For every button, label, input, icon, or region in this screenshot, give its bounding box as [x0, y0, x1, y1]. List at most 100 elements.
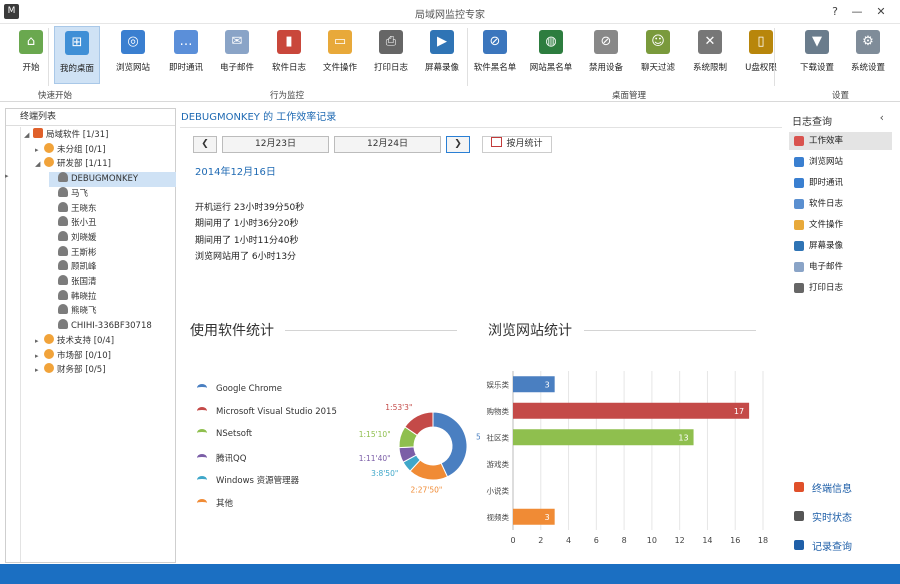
tree-item-group[interactable]: ▸ 财务部 [0/5] — [35, 363, 106, 378]
expand-arrow-icon[interactable]: ▸ — [35, 366, 39, 375]
compass-icon: ◎ — [121, 30, 145, 54]
gear-icon: ⚙ — [856, 30, 880, 54]
bar-value-label: 17 — [734, 407, 744, 416]
log-query-item[interactable]: 打印日志 — [789, 279, 892, 297]
home-icon: ⌂ — [19, 30, 43, 54]
tree-item-user[interactable]: 刘晓媛 — [49, 230, 97, 246]
bar-chart-icon: ▮ — [277, 30, 301, 54]
toolbar-button[interactable]: ◎ 浏览网站 — [110, 26, 156, 84]
tree-item-user[interactable]: 顾凯峰 — [49, 260, 97, 275]
user-icon — [58, 260, 68, 271]
toolbar-button[interactable]: ✕ 系统限制 — [687, 26, 733, 84]
toolbar-button[interactable]: ⊘ 禁用设备 — [583, 26, 629, 84]
toolbar-button[interactable]: ▮ 软件日志 — [266, 26, 312, 84]
date-tab-1[interactable]: 12月23日 — [222, 136, 329, 153]
donut-slice-label: 1:11'40" — [359, 454, 391, 463]
log-query-item[interactable]: 工作效率 — [789, 132, 892, 150]
usb-drive-icon: ▯ — [749, 30, 773, 54]
tree-item-user[interactable]: 熊晓飞 — [49, 304, 97, 319]
group-icon — [44, 363, 54, 374]
y-tick-label: 游戏类 — [487, 459, 510, 469]
log-query-item-label: 工作效率 — [809, 136, 844, 146]
tree-item-user[interactable]: 韩晓拉 — [49, 289, 97, 305]
tree-item-label: 市场部 [0/10] — [57, 350, 111, 361]
tree-item-user[interactable]: 张小丑 — [49, 216, 97, 231]
legend-item: NSetsoft — [197, 429, 252, 439]
log-query-item[interactable]: 软件日志 — [789, 195, 892, 213]
quick-link[interactable]: 记录查询 — [794, 538, 852, 553]
log-query-item[interactable]: 电子邮件 — [789, 258, 892, 276]
tree-item-user[interactable]: CHIHI-336BF30718 — [49, 319, 152, 334]
tree-item-user[interactable]: 马飞 — [49, 186, 89, 202]
expand-arrow-icon[interactable]: ◢ — [35, 160, 41, 169]
toolbar-button[interactable]: ⎙ 打印日志 — [368, 26, 414, 84]
toolbar-button[interactable]: ▭ 文件操作 — [317, 26, 363, 84]
expand-arrow-icon[interactable]: ▸ — [35, 336, 39, 345]
tree-item-user[interactable]: 王晓东 — [49, 201, 97, 217]
user-icon — [58, 275, 68, 285]
toolbar-button[interactable]: ▯ U盘权限 — [738, 26, 784, 84]
toolbar-button[interactable]: ⚙ 系统设置 — [845, 26, 891, 84]
group-icon — [44, 142, 54, 153]
tree-item-label: 熊晓飞 — [71, 306, 97, 317]
log-query-item[interactable]: 文件操作 — [789, 216, 892, 234]
log-query-item[interactable]: 浏览网站 — [789, 153, 892, 171]
expand-arrow-icon[interactable]: ▸ — [35, 351, 39, 360]
date-tab-2[interactable]: 12月24日 — [334, 136, 441, 153]
help-button[interactable]: ? — [832, 5, 838, 18]
globe-blocked-icon: ◍ — [539, 30, 563, 54]
toolbar-button[interactable]: ⊞ 我的桌面 — [54, 26, 100, 84]
collapse-chevron-icon[interactable]: ‹ — [879, 111, 884, 124]
log-query-item[interactable]: 屏幕录像 — [789, 237, 892, 255]
toolbar-group-label: 桌面管理 — [612, 91, 647, 101]
tree-item-group[interactable]: ◢ 研发部 [1/11] — [35, 157, 111, 172]
user-icon — [58, 201, 68, 212]
tree-item-group[interactable]: ◢ 局域软件 [1/31] — [24, 128, 108, 143]
expand-arrow-icon[interactable]: ◢ — [24, 131, 30, 139]
tree-item-group[interactable]: ▸ 市场部 [0/10] — [35, 348, 111, 364]
donut-slice-label: 2:27'50" — [410, 486, 442, 495]
filter-icon: ▼ — [805, 30, 829, 54]
software-stats-title: 使用软件统计 — [190, 323, 274, 339]
toolbar-button[interactable]: ☺ 聊天过滤 — [635, 26, 681, 84]
user-icon — [58, 304, 68, 315]
group-icon — [44, 157, 54, 168]
minimize-button[interactable]: — — [851, 5, 863, 18]
x-tick-label: 4 — [566, 536, 571, 543]
toolbar-button[interactable]: … 即时通讯 — [163, 26, 209, 84]
tree-item-label: 刘晓媛 — [71, 232, 97, 243]
x-tick-label: 16 — [730, 536, 740, 543]
quick-link[interactable]: 终端信息 — [794, 480, 852, 495]
toolbar-button-label: 网站黑名单 — [529, 63, 573, 73]
tree-item-group[interactable]: ▸ 未分组 [0/1] — [35, 142, 106, 158]
user-blocked-icon: ☺ — [646, 30, 670, 54]
toolbar-button[interactable]: ◍ 网站黑名单 — [528, 26, 574, 84]
expand-arrow-icon[interactable]: ▸ — [35, 145, 39, 154]
tree-item-label: 研发部 [1/11] — [57, 159, 111, 170]
next-date-button[interactable]: ❯ — [446, 136, 470, 153]
log-query-item[interactable]: 即时通讯 — [789, 174, 892, 192]
log-query-item-label: 文件操作 — [809, 220, 844, 230]
bar — [513, 429, 694, 446]
bar-value-label: 3 — [545, 513, 550, 522]
close-button[interactable]: ✕ — [876, 5, 886, 18]
screen-record-icon — [794, 241, 804, 251]
toolbar-button[interactable]: ⊘ 软件黑名单 — [472, 26, 518, 84]
user-icon — [58, 216, 68, 227]
tree-item-user[interactable]: 张国清 — [49, 275, 97, 290]
terminal-list-header: 终端列表 — [6, 109, 175, 126]
usb-blocked-icon: ⊘ — [594, 30, 618, 54]
quick-link[interactable]: 实时状态 — [794, 509, 852, 524]
tree-item-group[interactable]: ▸ 技术支持 [0/4] — [35, 333, 114, 349]
group-separator — [48, 28, 49, 86]
tree-item-user[interactable]: DEBUGMONKEY — [49, 172, 176, 188]
toolbar-button[interactable]: ▼ 下载设置 — [794, 26, 840, 84]
toolbar-button[interactable]: ✉ 电子邮件 — [214, 26, 260, 84]
tree-item-user[interactable]: 王斯彬 — [49, 245, 97, 261]
current-row-marker-icon: ▸ — [5, 172, 9, 180]
toolbar-button[interactable]: ⌂ 开始 — [8, 26, 54, 84]
tree-item-label: 马飞 — [71, 188, 89, 199]
prev-date-button[interactable]: ❮ — [193, 136, 217, 153]
monthly-stats-button[interactable]: 按月统计 — [482, 136, 552, 153]
toolbar-button[interactable]: ▶ 屏幕录像 — [419, 26, 465, 84]
